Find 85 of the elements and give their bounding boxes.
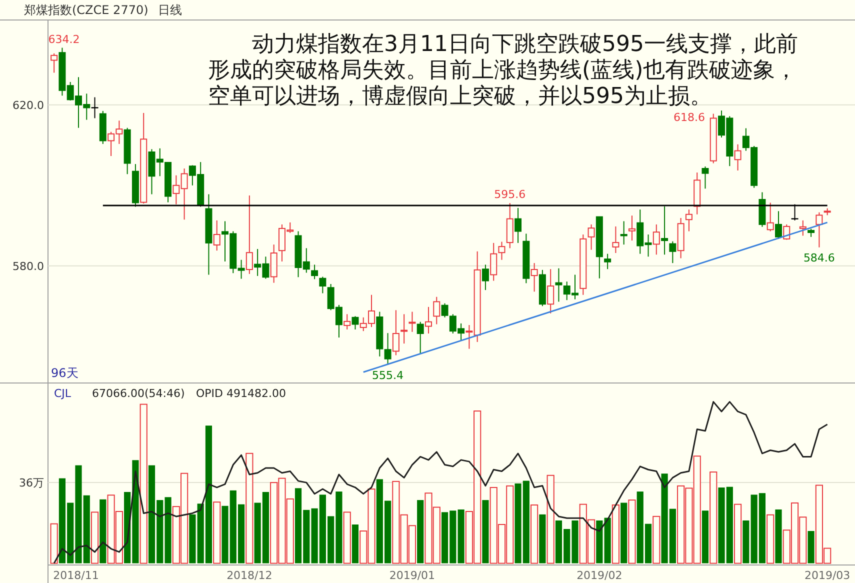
bar xyxy=(775,509,782,564)
bar xyxy=(140,404,148,564)
y-tick-label: 36万 xyxy=(19,476,44,490)
bar xyxy=(352,524,359,564)
candlestick xyxy=(319,276,326,294)
candlestick xyxy=(490,242,498,282)
candlestick xyxy=(50,52,58,74)
bar xyxy=(213,502,221,564)
annotation: 67066.00(54:46) xyxy=(92,387,185,400)
candlestick xyxy=(352,316,359,330)
candlestick xyxy=(652,224,660,256)
candlestick xyxy=(506,202,514,249)
candlestick xyxy=(816,212,823,248)
candlestick xyxy=(612,226,620,254)
bar xyxy=(702,510,709,564)
bar xyxy=(808,531,814,564)
x-tick-label: 2019/02 xyxy=(576,569,622,582)
candlestick xyxy=(628,215,636,242)
candlestick xyxy=(620,220,628,246)
bar xyxy=(343,512,351,564)
y-tick-label: 580.0 xyxy=(12,260,44,273)
candlestick xyxy=(766,202,774,232)
candlestick xyxy=(588,224,595,250)
candlestick xyxy=(408,311,416,332)
annotation: 动力煤指数在3月11日向下跳空跌破595一线支撑，此前形成的突破格局失效。目前上涨趋势线(蓝线)也有跌破迹象，空单可以进场，博虚假向上突破，并以595为止损。 xyxy=(208,32,799,110)
annotation: 618.6 xyxy=(674,111,705,124)
candlestick xyxy=(424,306,432,334)
bar xyxy=(50,523,58,564)
x-tick-label: 2019/03 xyxy=(804,569,850,582)
bar xyxy=(734,504,742,564)
candlestick xyxy=(661,206,668,256)
candlestick xyxy=(416,321,424,354)
bar xyxy=(417,500,424,564)
bar xyxy=(620,502,628,564)
chart-title: 郑煤指数(CZCE 2770) xyxy=(24,3,148,17)
candlestick xyxy=(702,166,709,190)
bar xyxy=(604,518,611,564)
bar xyxy=(546,474,554,564)
candlestick xyxy=(547,268,554,314)
bar xyxy=(652,516,660,564)
candlestick xyxy=(433,296,440,325)
bar xyxy=(100,499,106,564)
x-tick-label: 2018/11 xyxy=(53,569,99,582)
candlestick xyxy=(734,144,742,172)
bar xyxy=(90,512,99,564)
candlestick xyxy=(90,96,99,119)
candlestick xyxy=(246,194,253,274)
bar xyxy=(482,500,489,564)
bar xyxy=(539,514,546,564)
annotation: 595.6 xyxy=(494,188,526,202)
candlestick xyxy=(555,268,562,302)
bar xyxy=(530,504,538,564)
annotation: 96天 xyxy=(51,366,78,380)
bar xyxy=(710,472,718,564)
bar xyxy=(628,500,636,564)
candlestick xyxy=(514,207,522,244)
chart-title: CJL xyxy=(54,387,72,400)
candlestick xyxy=(270,244,278,284)
bar xyxy=(766,514,774,564)
candlestick xyxy=(530,262,538,292)
chart-subtitle: 日线 xyxy=(158,3,182,17)
bar xyxy=(612,504,620,564)
annotation: OPID 491482.00 xyxy=(196,387,286,400)
candlestick xyxy=(498,241,506,260)
candlestick xyxy=(604,253,612,270)
bar xyxy=(246,452,254,564)
annotation: 555.4 xyxy=(372,368,404,382)
annotation: 584.6 xyxy=(803,251,835,264)
annotation: 634.2 xyxy=(48,32,80,46)
bar xyxy=(189,514,196,564)
candlestick xyxy=(799,220,806,236)
bar xyxy=(596,520,603,564)
candlestick xyxy=(392,310,400,356)
candlestick xyxy=(685,209,692,232)
candlestick xyxy=(344,314,351,330)
candlestick xyxy=(400,314,408,344)
candlestick xyxy=(482,264,489,291)
candlestick xyxy=(669,240,676,264)
candlestick xyxy=(311,264,318,280)
y-tick-label: 620.0 xyxy=(12,98,44,112)
candlestick xyxy=(774,210,782,240)
x-tick-label: 2018/12 xyxy=(226,569,272,582)
x-tick-label: 2019/01 xyxy=(389,569,436,582)
bar xyxy=(742,520,750,564)
candlestick xyxy=(213,220,220,252)
